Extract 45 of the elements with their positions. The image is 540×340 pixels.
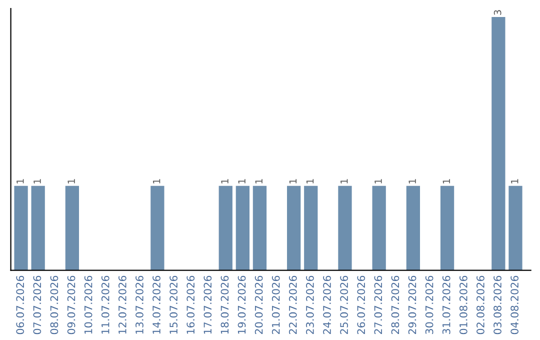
data-label: 1 (34, 179, 41, 184)
data-label: 1 (289, 179, 297, 184)
x-tick-label: 04.08.2026 (510, 276, 518, 334)
x-tick-label: 01.08.2026 (459, 276, 468, 334)
x-tick-label: 10.07.2026 (84, 276, 92, 334)
data-label: 1 (306, 179, 314, 184)
x-tick-label: 18.07.2026 (220, 276, 229, 334)
x-tick-label: 06.07.2026 (16, 276, 24, 334)
x-tick-label: 09.07.2026 (67, 276, 76, 334)
data-label: 3 (494, 10, 502, 15)
x-tick-label: 11.07.2026 (101, 276, 110, 334)
x-tick-label: 27.07.2026 (374, 276, 382, 334)
data-label: 1 (221, 179, 228, 184)
data-label: 1 (16, 179, 24, 184)
x-tick-label: 25.07.2026 (340, 276, 348, 334)
x-tick-label: 16.07.2026 (186, 276, 195, 334)
x-tick-label: 26.07.2026 (357, 276, 366, 334)
data-label: 1 (511, 179, 518, 184)
x-tick-label: 24.07.2026 (323, 276, 331, 334)
data-label: 1 (374, 179, 382, 184)
x-tick-label: 07.07.2026 (33, 276, 42, 334)
data-label: 1 (255, 179, 262, 184)
data-label: 1 (153, 179, 160, 184)
x-tick-label: 08.07.2026 (50, 276, 58, 334)
x-tick-label: 17.07.2026 (204, 276, 212, 334)
x-tick-label: 23.07.2026 (306, 276, 314, 334)
data-label: 1 (68, 179, 75, 184)
x-tick-label: 15.07.2026 (170, 276, 178, 334)
x-tick-label: 13.07.2026 (136, 276, 144, 334)
x-tick-label: 02.08.2026 (476, 276, 484, 334)
data-label: 1 (238, 179, 246, 184)
x-tick-label: 29.07.2026 (408, 276, 416, 334)
data-label: 1 (340, 179, 348, 184)
x-tick-label: 12.07.2026 (118, 276, 126, 334)
x-tick-label: 20.07.2026 (254, 276, 263, 334)
x-tick-label: 19.07.2026 (238, 276, 246, 334)
data-label: 1 (408, 179, 416, 184)
x-tick-label: 30.07.2026 (425, 276, 434, 334)
data-label: 1 (442, 179, 450, 184)
x-tick-label: 14.07.2026 (152, 276, 160, 334)
x-tick-label: 21.07.2026 (272, 276, 280, 334)
x-tick-label: 28.07.2026 (391, 276, 400, 334)
x-tick-label: 31.07.2026 (442, 276, 450, 334)
x-tick-label: 03.08.2026 (494, 276, 502, 334)
x-tick-label: 22.07.2026 (288, 276, 297, 334)
